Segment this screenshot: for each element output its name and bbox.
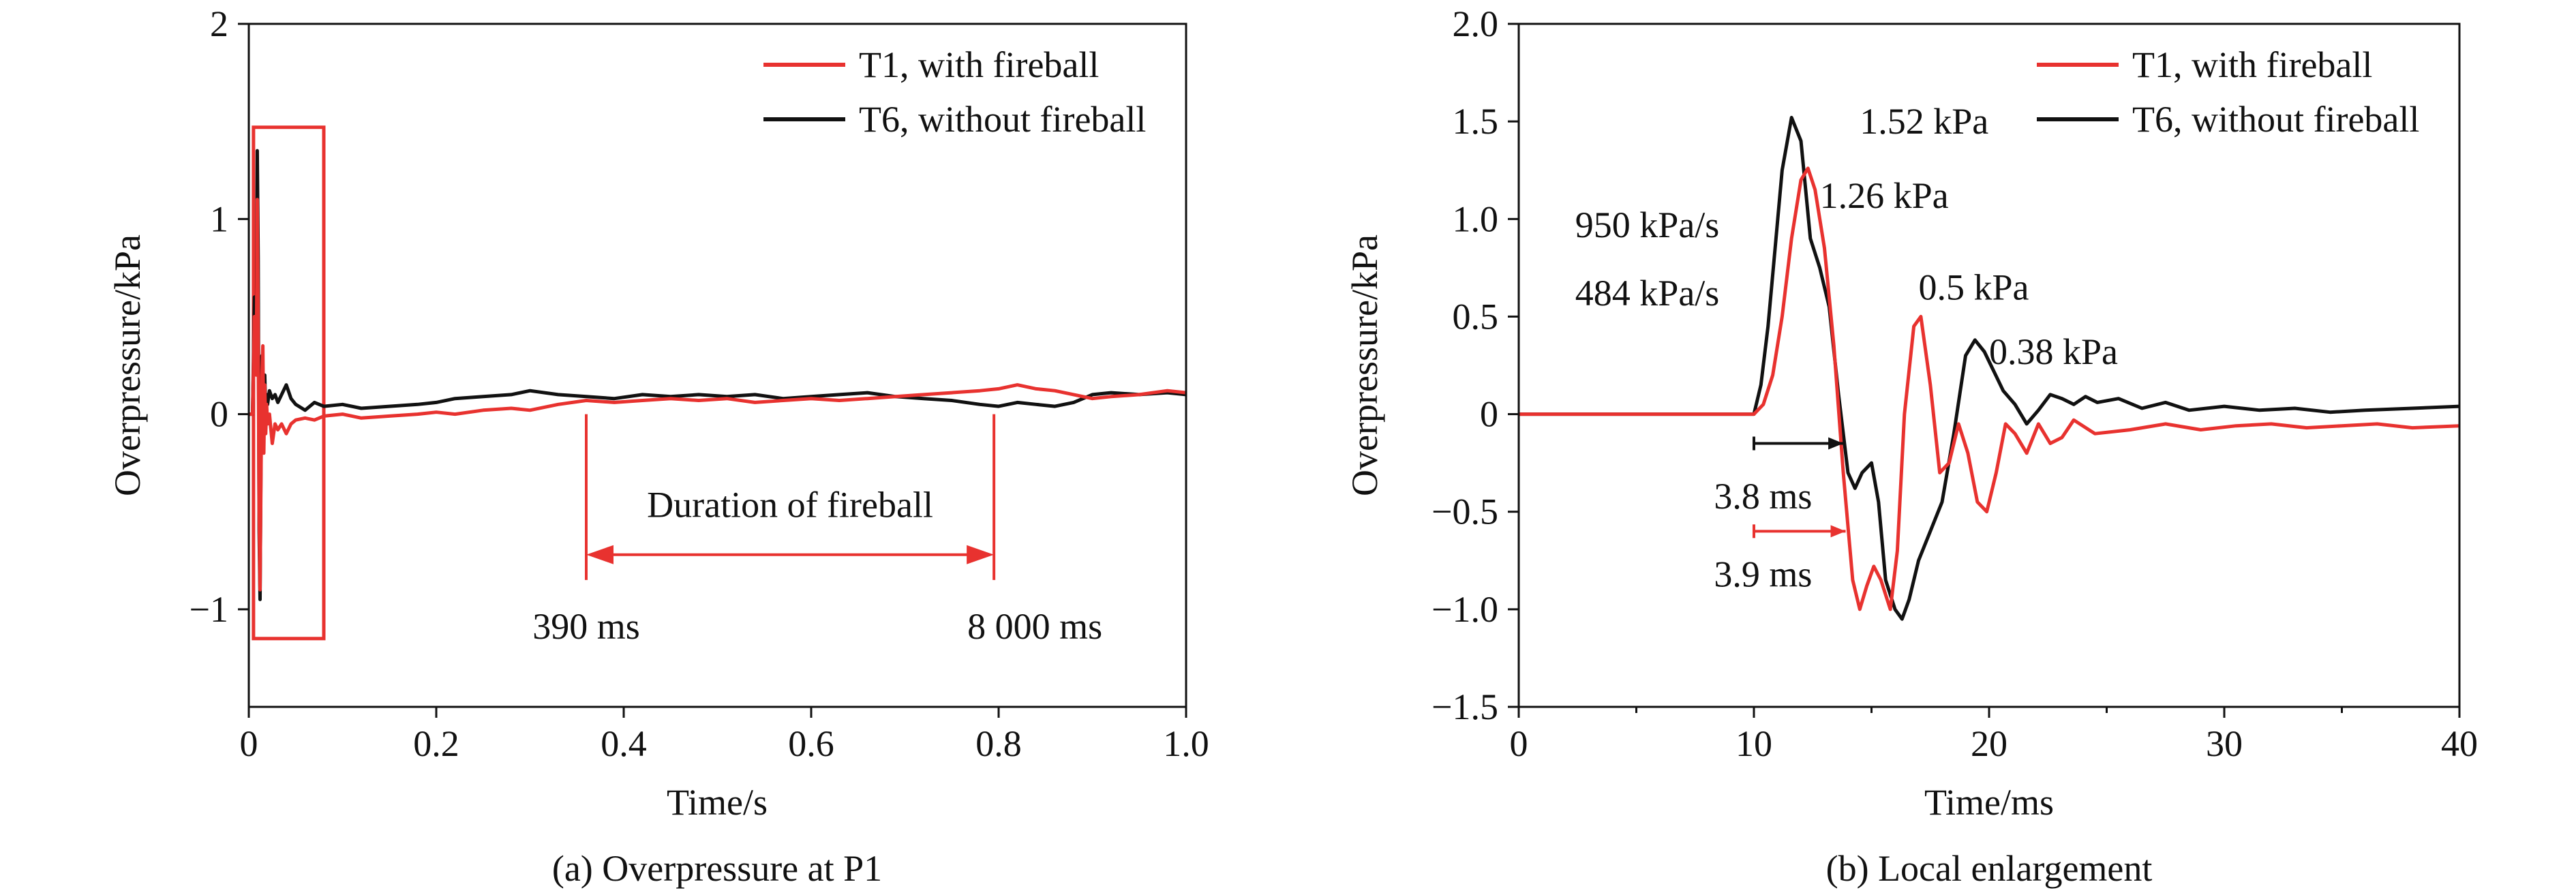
data-annotation: 1.26 kPa [1820,175,1949,216]
interval-span-arrow [1830,525,1846,538]
y-tick-label: 2 [210,3,228,44]
panel-b-x-axis-label: Time/ms [1924,782,2054,823]
x-tick-label: 30 [2206,723,2243,764]
legend-t6-label: T6, without fireball [2132,99,2419,140]
panel-a-y-axis-label: Overpressure/kPa [107,234,148,496]
data-annotation: 0.38 kPa [1989,331,2118,372]
panel-a-caption: (a) Overpressure at P1 [552,848,882,889]
x-tick-label: 0.6 [788,723,834,764]
panel-b-y-axis-label: Overpressure/kPa [1344,234,1385,496]
legend-t1-label: T1, with fireball [2132,44,2372,85]
end-time-label: 8 000 ms [967,606,1102,647]
start-time-label: 390 ms [532,606,640,647]
x-tick-label: 0 [240,723,258,764]
y-tick-label: 0.5 [1453,296,1499,337]
legend-t6-label: T6, without fireball [859,99,1146,140]
panel-a-legend: T1, with fireball T6, without fireball [763,44,1146,140]
y-tick-label: 1.5 [1453,101,1499,142]
y-tick-label: 1 [210,198,228,239]
data-annotation: 3.8 ms [1714,476,1812,517]
y-tick-label: −1.5 [1431,686,1498,727]
x-tick-label: 20 [1971,723,2007,764]
x-tick-label: 0 [1510,723,1528,764]
panel-a-annotation-layer: Duration of fireball 390 ms 8 000 ms [532,414,1102,647]
duration-arrow-right [967,545,995,564]
x-tick-label: 0.8 [975,723,1022,764]
data-annotation: 3.9 ms [1714,553,1812,594]
x-tick-label: 40 [2441,723,2478,764]
duration-arrow-left [586,545,613,564]
y-tick-label: −1 [190,589,228,630]
data-annotation: 950 kPa/s [1575,204,1720,245]
data-annotation: 484 kPa/s [1575,273,1720,314]
series-t1-line [249,198,1187,592]
interval-span-arrow [1828,437,1844,450]
x-tick-label: 1.0 [1163,723,1209,764]
y-tick-label: 1.0 [1453,198,1499,239]
y-tick-label: 0 [210,394,228,435]
panel-a-ticks: 0 0.2 0.4 0.6 0.8 1.0 −1 0 1 2 [190,3,1209,764]
y-tick-label: 0 [1480,394,1498,435]
panel-b-series-layer [1519,115,2460,621]
x-tick-label: 0.4 [601,723,647,764]
y-tick-label: 2.0 [1453,3,1499,44]
series-t6-line [249,149,1187,601]
duration-label: Duration of fireball [647,485,933,526]
data-annotation: 0.5 kPa [1919,267,2029,307]
panel-b-legend: T1, with fireball T6, without fireball [2037,44,2419,140]
panel-a-x-axis-label: Time/s [667,782,768,823]
panel-b: 1.52 kPa 1.26 kPa 950 kPa/s 484 kPa/s 0.5 kP… [1344,3,2478,889]
panel-a-series-layer [249,149,1187,601]
panel-a-plot-frame [247,22,1187,708]
x-tick-label: 0.2 [413,723,459,764]
data-annotation: 1.52 kPa [1860,101,1988,142]
series-t6-line [1519,115,2460,621]
panel-a: Duration of fireball 390 ms 8 000 ms 0 0.… [107,3,1209,889]
panel-b-annotation-layer: 1.52 kPa 1.26 kPa 950 kPa/s 484 kPa/s 0.5 kP… [1575,101,2118,594]
y-tick-label: −1.0 [1431,589,1498,630]
y-tick-label: −0.5 [1431,491,1498,532]
legend-t1-label: T1, with fireball [859,44,1099,85]
panel-b-caption: (b) Local enlargement [1826,848,2153,889]
panel-b-ticks: 0 10 20 30 40 −1.5 −1.0 −0.5 0 0.5 1.0 1.5 2.0 [1431,3,2478,764]
x-tick-label: 10 [1736,723,1772,764]
series-t1-line [1519,166,2460,611]
